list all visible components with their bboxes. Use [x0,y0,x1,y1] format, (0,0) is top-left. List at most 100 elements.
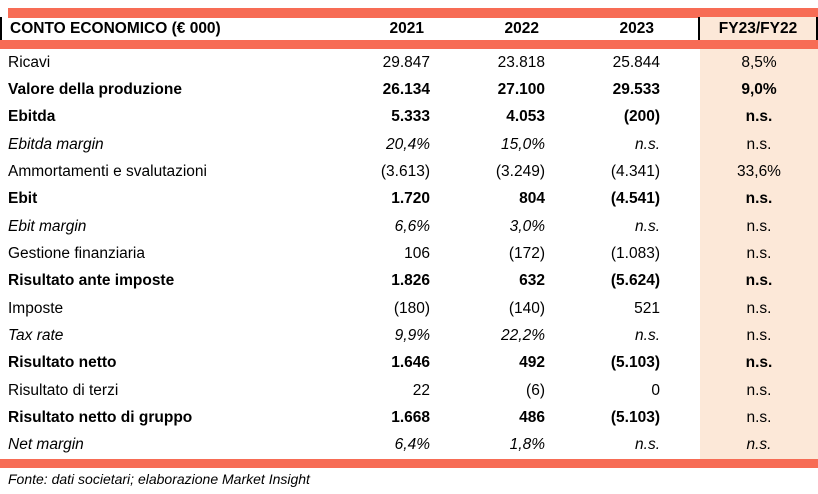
row-value-2021: 1.668 [391,408,430,426]
row-label: Imposte [8,299,64,317]
row-value-2022: 15,0% [501,135,545,153]
row-value-2021: 1.720 [391,190,430,208]
row-label: Net margin [8,436,84,454]
table-row: Risultato di terzi 22 (6) 0 n.s. [0,376,818,405]
row-value-2021: 29.847 [382,53,430,71]
row-value-2023: n.s. [635,326,660,344]
row-value-2023: n.s. [635,436,660,454]
table-row: Ebitda 5.333 4.053 (200) n.s. [0,103,818,131]
row-value-2023: n.s. [635,217,660,235]
row-fy-value: n.s. [700,404,818,432]
row-value-2022: 492 [519,354,545,372]
row-fy-value: n.s. [700,130,818,159]
row-value-2022: (3.249) [495,162,545,180]
row-value-2021: 1.646 [391,354,430,372]
row-label: Risultato ante imposte [8,272,175,290]
row-fy-value: n.s. [700,294,818,323]
row-value-2022: 27.100 [497,80,545,98]
table-body: Ricavi 29.847 23.818 25.844 8,5% Valore … [0,49,818,459]
row-fy-value: n.s. [700,349,818,377]
header-accent-divider [0,40,818,49]
row-value-2022: 23.818 [497,53,545,71]
row-label: Ebit [8,190,38,208]
row-value-2021: (180) [393,299,430,317]
row-value-2023: 0 [651,381,660,399]
row-value-2021: 6,6% [394,217,430,235]
row-value-2023: (1.083) [610,244,660,262]
row-value-2021: 22 [412,381,430,399]
bottom-accent-divider [0,459,818,468]
table-row: Ebit 1.720 804 (4.541) n.s. [0,185,818,213]
row-value-2022: 1,8% [509,436,545,454]
column-header-fy23-fy22: FY23/FY22 [700,17,818,40]
row-label: Ammortamenti e svalutazioni [8,162,207,180]
table-row: Gestione finanziaria 106 (172) (1.083) n… [0,240,818,268]
row-value-2021: 20,4% [386,135,430,153]
top-accent-divider [8,8,818,18]
row-value-2023: 29.533 [612,80,660,98]
row-value-2022: 3,0% [509,217,545,235]
row-value-2021: 1.826 [391,272,430,290]
row-fy-value: n.s. [700,322,818,350]
row-value-2023: (5.103) [610,354,660,372]
row-fy-value: n.s. [700,185,818,213]
table-row: Tax rate 9,9% 22,2% n.s. n.s. [0,322,818,350]
table-row: Risultato ante imposte 1.826 632 (5.624)… [0,267,818,295]
table-row: Risultato netto di gruppo 1.668 486 (5.1… [0,404,818,432]
source-note: Fonte: dati societari; elaborazione Mark… [8,471,310,487]
row-label: Ebitda [8,108,56,126]
table-row: Net margin 6,4% 1,8% n.s. n.s. [0,431,818,459]
row-label: Tax rate [8,326,64,344]
row-value-2023: n.s. [635,135,660,153]
row-fy-value: n.s. [700,376,818,405]
row-value-2022: 4.053 [506,108,545,126]
row-value-2022: (172) [508,244,545,262]
row-value-2023: (5.624) [610,272,660,290]
table-row: Imposte (180) (140) 521 n.s. [0,294,818,323]
row-fy-value: n.s. [700,267,818,295]
row-fy-value: n.s. [700,212,818,241]
row-label: Risultato netto [8,354,117,372]
row-label: Gestione finanziaria [8,244,145,262]
table-row: Ricavi 29.847 23.818 25.844 8,5% [0,49,818,77]
row-value-2021: 106 [404,244,430,262]
row-label: Valore della produzione [8,80,182,98]
row-value-2021: (3.613) [380,162,430,180]
table-row: Risultato netto 1.646 492 (5.103) n.s. [0,349,818,377]
column-header-2022: 2022 [504,19,539,37]
row-fy-value: 8,5% [700,49,818,77]
row-value-2022: 804 [519,190,545,208]
row-fy-value: 9,0% [700,76,818,104]
table-row: Ammortamenti e svalutazioni (3.613) (3.2… [0,158,818,186]
row-value-2021: 26.134 [382,80,430,98]
table-row: Ebitda margin 20,4% 15,0% n.s. n.s. [0,130,818,159]
row-value-2022: (140) [508,299,545,317]
row-value-2022: 632 [519,272,545,290]
header-spacer [670,17,700,40]
table-row: Valore della produzione 26.134 27.100 29… [0,76,818,104]
row-value-2023: (5.103) [610,408,660,426]
table-row: Ebit margin 6,6% 3,0% n.s. n.s. [0,212,818,241]
row-value-2021: 6,4% [394,436,430,454]
row-fy-value: n.s. [700,431,818,459]
row-fy-value: n.s. [700,240,818,268]
row-value-2023: (4.541) [610,190,660,208]
row-fy-value: 33,6% [700,158,818,186]
row-label: Ricavi [8,53,51,71]
row-value-2021: 5.333 [391,108,430,126]
row-label: Ebitda margin [8,135,104,153]
column-header-2023: 2023 [619,19,654,37]
row-fy-value: n.s. [700,103,818,131]
row-label: Ebit margin [8,217,87,235]
row-value-2022: 22,2% [501,326,545,344]
row-value-2022: (6) [526,381,545,399]
table-header-row: CONTO ECONOMICO (€ 000) 2021 2022 2023 F… [0,17,818,40]
row-value-2022: 486 [519,408,545,426]
row-value-2023: (200) [623,108,660,126]
table-title: CONTO ECONOMICO (€ 000) [0,17,340,40]
row-value-2023: 25.844 [612,53,660,71]
row-value-2021: 9,9% [394,326,430,344]
column-header-2021: 2021 [389,19,424,37]
row-value-2023: (4.341) [610,162,660,180]
